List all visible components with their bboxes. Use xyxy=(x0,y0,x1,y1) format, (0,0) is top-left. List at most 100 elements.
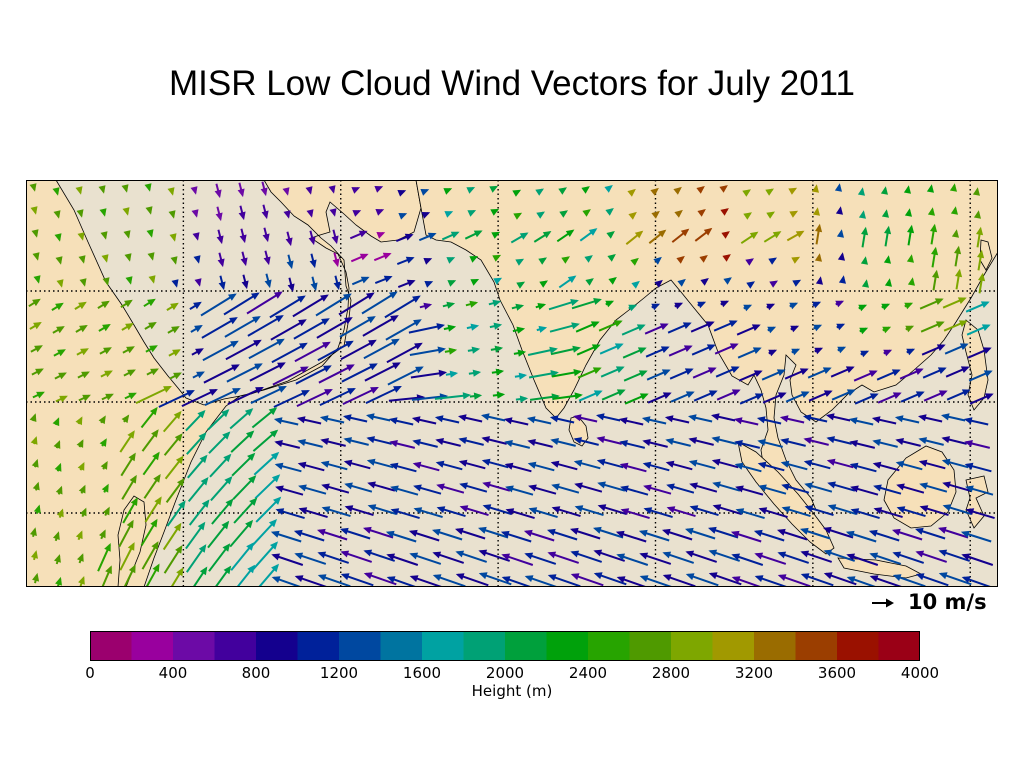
wind-arrow xyxy=(55,256,63,265)
wind-arrow xyxy=(763,231,782,243)
wind-arrow xyxy=(884,225,892,247)
wind-arrow xyxy=(343,459,371,470)
wind-arrow xyxy=(121,184,129,193)
wind-arrow xyxy=(857,187,865,196)
wind-arrow xyxy=(317,551,350,564)
colorbar-cell xyxy=(754,631,796,661)
wind-arrow xyxy=(203,364,240,384)
wind-arrow xyxy=(624,393,649,405)
wind-arrow xyxy=(55,395,68,403)
wind-arrow xyxy=(665,438,691,447)
wind-arrow xyxy=(538,257,547,265)
wind-arrow xyxy=(527,346,558,356)
wind-arrow xyxy=(677,278,686,287)
wind-arrow xyxy=(777,528,808,541)
wind-arrow xyxy=(892,528,923,541)
wind-arrow xyxy=(191,348,204,356)
wind-arrow xyxy=(811,184,819,193)
wind-arrow xyxy=(600,366,625,378)
wind-arrow xyxy=(838,275,846,284)
wind-arrow xyxy=(907,224,915,246)
wind-arrow xyxy=(309,253,317,269)
wind-arrow xyxy=(930,223,938,245)
wind-arrow xyxy=(528,370,559,379)
wind-arrow xyxy=(662,551,695,564)
colorbar-ticks: 0 400 800 1200 1600 2000 2400 2800 3200 3600 4000 xyxy=(0,662,1024,702)
wind-arrow xyxy=(79,278,87,287)
wind-arrow xyxy=(445,370,459,378)
wind-arrow xyxy=(146,368,159,376)
wind-arrow xyxy=(647,392,672,404)
wind-arrow xyxy=(253,451,280,476)
wind-arrow xyxy=(163,545,183,574)
wind-arrow xyxy=(605,208,614,216)
wind-arrow xyxy=(515,395,529,403)
colorbar-cell xyxy=(837,631,879,661)
wind-arrow xyxy=(122,497,138,524)
wind-arrow xyxy=(932,269,940,291)
wind-arrow xyxy=(75,530,83,541)
wind-arrow xyxy=(54,462,62,472)
wind-arrow xyxy=(639,552,672,565)
wind-arrow xyxy=(53,349,66,357)
wind-arrow xyxy=(102,506,110,517)
wind-arrow xyxy=(216,229,224,245)
wind-vector-map xyxy=(26,180,998,587)
wind-arrow xyxy=(364,362,401,382)
wind-arrow xyxy=(642,439,668,448)
wind-arrow xyxy=(830,366,855,378)
wind-arrow xyxy=(491,368,505,376)
wind-arrow xyxy=(944,343,969,355)
wind-arrow xyxy=(287,277,295,293)
wind-arrow xyxy=(623,370,648,382)
wind-arrow xyxy=(231,452,256,477)
wind-arrow xyxy=(919,505,949,517)
wind-arrow xyxy=(135,385,172,405)
wind-arrow xyxy=(685,527,716,540)
wind-arrow xyxy=(781,483,810,494)
wind-arrow xyxy=(608,277,617,285)
wind-arrow xyxy=(398,213,408,220)
wind-arrow xyxy=(573,459,601,470)
wind-arrow xyxy=(850,485,879,496)
wind-arrow xyxy=(685,550,718,563)
wind-arrow xyxy=(551,369,582,378)
wind-arrow xyxy=(478,572,512,586)
wind-arrow xyxy=(328,185,336,194)
wind-arrow xyxy=(125,276,133,285)
wind-arrow xyxy=(551,483,580,494)
wind-arrow xyxy=(373,252,392,262)
wind-arrow xyxy=(343,437,369,446)
wind-arrow xyxy=(966,324,991,336)
wind-arrow xyxy=(777,551,810,564)
wind-arrow xyxy=(316,317,353,339)
wind-arrow xyxy=(685,573,719,587)
wind-arrow xyxy=(295,365,332,385)
wind-arrow xyxy=(387,366,424,386)
wind-arrow xyxy=(671,228,690,243)
wind-arrow xyxy=(646,369,671,381)
wind-arrow xyxy=(317,340,354,362)
wind-arrow xyxy=(596,413,621,422)
wind-arrow xyxy=(333,275,341,291)
wind-arrow xyxy=(318,364,355,384)
wind-arrow xyxy=(789,302,799,310)
wind-arrow xyxy=(194,278,202,287)
wind-arrow xyxy=(200,293,237,317)
wind-arrow xyxy=(883,349,893,357)
wind-arrow xyxy=(757,461,785,472)
wind-arrow xyxy=(643,507,673,519)
wind-arrow xyxy=(100,370,113,378)
wind-arrow xyxy=(294,575,328,587)
wind-arrow xyxy=(344,505,374,517)
wind-arrow xyxy=(973,210,981,219)
colorbar-cell xyxy=(878,631,920,661)
wind-arrow xyxy=(247,315,284,337)
wind-arrow xyxy=(827,481,856,492)
wind-arrow xyxy=(688,437,714,446)
wind-arrow xyxy=(664,415,690,424)
wind-arrow xyxy=(218,275,226,291)
wind-arrow xyxy=(895,460,923,471)
wind-arrow xyxy=(800,527,831,540)
wind-arrow xyxy=(444,347,458,355)
